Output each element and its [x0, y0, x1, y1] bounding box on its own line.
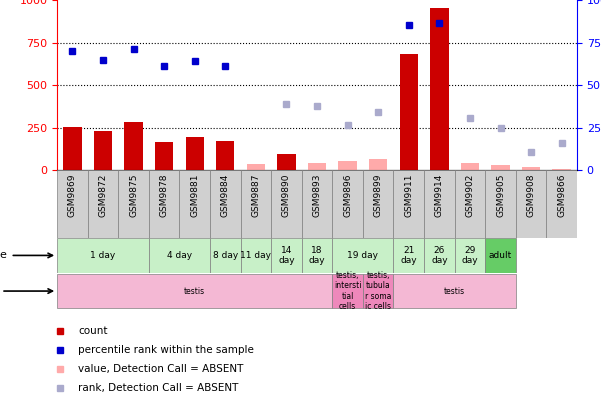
Text: GSM9881: GSM9881	[190, 173, 199, 217]
Bar	[302, 238, 332, 272]
Bar	[363, 170, 394, 238]
Bar	[369, 159, 388, 170]
Bar	[277, 154, 296, 170]
Text: GSM9890: GSM9890	[282, 173, 291, 217]
Bar	[394, 170, 424, 238]
Bar	[332, 274, 363, 308]
Text: GSM9896: GSM9896	[343, 173, 352, 217]
Bar	[400, 55, 418, 170]
Text: 8 day: 8 day	[213, 251, 238, 260]
Bar	[461, 164, 479, 170]
Bar	[308, 164, 326, 170]
Text: GSM9905: GSM9905	[496, 173, 505, 217]
Text: value, Detection Call = ABSENT: value, Detection Call = ABSENT	[78, 364, 243, 374]
Bar	[302, 170, 332, 238]
Text: 26
day: 26 day	[431, 246, 448, 265]
Bar	[57, 238, 149, 272]
Bar	[454, 170, 485, 238]
Text: testis,
intersti
tial
cells: testis, intersti tial cells	[334, 271, 361, 311]
Text: 19 day: 19 day	[347, 251, 379, 260]
Text: GSM9899: GSM9899	[374, 173, 383, 217]
Bar	[240, 170, 271, 238]
Bar	[485, 238, 516, 272]
Bar	[94, 131, 112, 170]
Text: 14
day: 14 day	[278, 246, 294, 265]
Bar	[394, 274, 516, 308]
Text: GSM9887: GSM9887	[251, 173, 260, 217]
Bar	[240, 238, 271, 272]
Bar	[118, 170, 149, 238]
Bar	[424, 170, 454, 238]
Text: rank, Detection Call = ABSENT: rank, Detection Call = ABSENT	[78, 383, 239, 393]
Bar	[338, 161, 357, 170]
Bar	[552, 169, 571, 170]
Bar	[546, 170, 577, 238]
Text: GSM9869: GSM9869	[68, 173, 77, 217]
Text: 21
day: 21 day	[400, 246, 417, 265]
Text: GSM9866: GSM9866	[557, 173, 566, 217]
Bar	[394, 238, 424, 272]
Bar	[124, 122, 142, 170]
Text: adult: adult	[489, 251, 512, 260]
Text: GSM9902: GSM9902	[465, 173, 474, 217]
Bar	[88, 170, 118, 238]
Bar	[186, 137, 204, 170]
Text: testis,
tubula
r soma
ic cells: testis, tubula r soma ic cells	[365, 271, 391, 311]
Bar	[210, 238, 240, 272]
Text: percentile rank within the sample: percentile rank within the sample	[78, 345, 254, 355]
Text: testis: testis	[184, 287, 206, 295]
Bar	[492, 165, 510, 170]
Bar	[57, 274, 332, 308]
Text: count: count	[78, 326, 108, 336]
Text: GSM9884: GSM9884	[221, 173, 230, 217]
Bar	[149, 170, 180, 238]
Bar	[246, 164, 265, 170]
Bar	[271, 170, 302, 238]
Text: tissue: tissue	[0, 286, 52, 296]
Text: testis: testis	[444, 287, 465, 295]
Bar	[210, 170, 240, 238]
Text: 18
day: 18 day	[309, 246, 325, 265]
Text: 4 day: 4 day	[167, 251, 192, 260]
Bar	[430, 8, 448, 170]
Bar	[485, 170, 516, 238]
Text: GSM9872: GSM9872	[99, 173, 108, 217]
Bar	[454, 238, 485, 272]
Bar	[363, 274, 394, 308]
Bar	[149, 238, 210, 272]
Text: age: age	[0, 250, 52, 261]
Bar	[332, 238, 394, 272]
Bar	[57, 170, 88, 238]
Bar	[155, 142, 173, 170]
Bar	[332, 170, 363, 238]
Text: GSM9893: GSM9893	[313, 173, 322, 217]
Bar	[424, 238, 454, 272]
Bar	[271, 238, 302, 272]
Text: GSM9878: GSM9878	[160, 173, 169, 217]
Text: 1 day: 1 day	[90, 251, 115, 260]
Bar	[522, 167, 540, 170]
Bar	[516, 170, 546, 238]
Text: GSM9914: GSM9914	[435, 173, 444, 217]
Text: 29
day: 29 day	[462, 246, 478, 265]
Text: GSM9908: GSM9908	[526, 173, 535, 217]
Bar	[63, 127, 82, 170]
Text: GSM9875: GSM9875	[129, 173, 138, 217]
Bar	[180, 170, 210, 238]
Text: GSM9911: GSM9911	[404, 173, 413, 217]
Text: 11 day: 11 day	[240, 251, 272, 260]
Bar	[216, 141, 234, 170]
